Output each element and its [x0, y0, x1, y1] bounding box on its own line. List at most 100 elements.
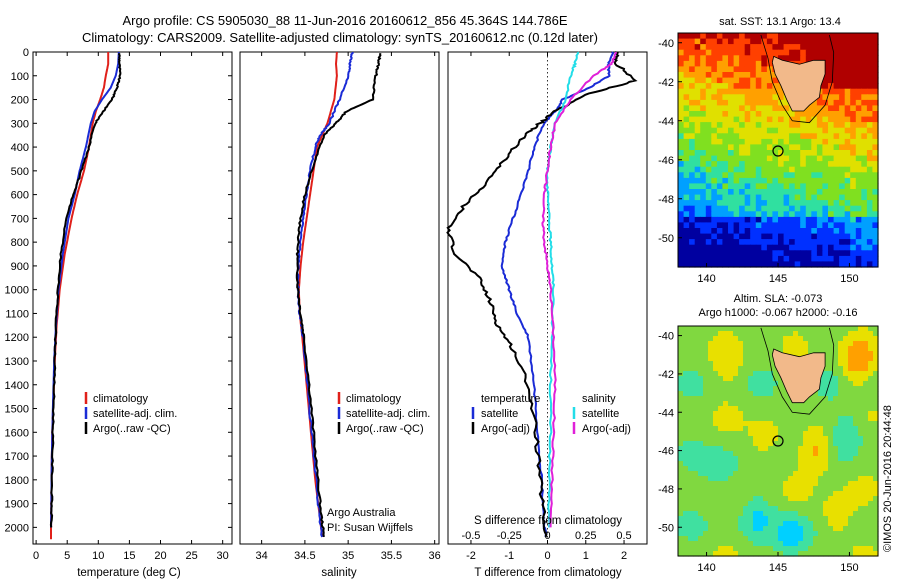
x-tick-label: -1	[504, 550, 514, 562]
sla-cell	[698, 511, 704, 517]
sla-cell	[848, 381, 854, 387]
sst-cell	[683, 88, 690, 95]
sla-cell	[798, 461, 804, 467]
sla-cell	[738, 456, 744, 462]
sla-cell	[728, 326, 734, 332]
sst-cell	[772, 177, 779, 185]
sla-cell	[863, 511, 869, 517]
sla-cell	[683, 406, 689, 412]
sla-cell	[758, 516, 764, 522]
sst-cell	[811, 150, 818, 157]
sla-cell	[713, 331, 719, 337]
sst-cell	[755, 116, 762, 123]
depth-tick-label: 1000	[5, 285, 29, 297]
sst-cell	[711, 83, 718, 90]
sla-cell	[728, 341, 734, 347]
sla-cell	[793, 456, 799, 462]
sla-cell	[858, 451, 864, 457]
sla-cell	[723, 366, 729, 372]
sla-cell	[773, 371, 779, 377]
sst-cell	[766, 105, 774, 112]
sst-cell	[872, 122, 879, 129]
sst-cell	[678, 166, 685, 173]
sst-cell	[711, 111, 718, 118]
sla-cell	[743, 326, 749, 332]
sla-cell	[848, 431, 854, 437]
sla-cell	[708, 356, 714, 362]
sla-cell	[853, 356, 859, 362]
sla-cell	[813, 461, 819, 467]
sla-cell	[853, 401, 859, 407]
sst-cell	[872, 105, 879, 112]
x-tick-label: 36	[429, 550, 441, 562]
sla-cell	[678, 411, 684, 417]
sst-cell	[822, 233, 829, 240]
sst-cell	[816, 194, 824, 201]
sst-cell	[839, 122, 846, 129]
sst-cell	[744, 55, 751, 62]
sst-cell	[794, 138, 801, 146]
sst-cell	[866, 228, 874, 235]
sst-cell	[733, 60, 740, 68]
sla-cell	[753, 511, 759, 517]
sla-cell	[868, 481, 874, 487]
sst-cell	[822, 239, 829, 246]
sst-cell	[705, 105, 712, 112]
sla-cell	[693, 336, 699, 342]
sla-cell	[733, 531, 739, 537]
sla-cell	[698, 461, 704, 467]
sst-cell	[733, 166, 740, 173]
sla-cell	[708, 516, 714, 522]
sla-cell	[728, 446, 734, 452]
sla-cell	[708, 546, 714, 552]
sst-cell	[800, 161, 807, 168]
sla-cell	[713, 351, 719, 357]
sla-cell	[808, 491, 814, 497]
sla-map-ticks: 140 145 150-40-42-44-46-48-50	[658, 331, 859, 574]
sla-cell	[858, 346, 864, 352]
sst-cell	[733, 233, 740, 240]
sla-cell	[863, 481, 869, 487]
sst-cell	[678, 33, 685, 40]
sst-cell	[839, 161, 846, 168]
sla-cell	[813, 506, 819, 512]
sla-cell	[703, 391, 709, 397]
sst-cell	[700, 183, 707, 190]
sla-cell	[698, 446, 704, 452]
sla-cell	[753, 441, 759, 447]
sla-cell	[718, 526, 724, 532]
sla-cell	[763, 386, 769, 392]
sla-cell	[743, 411, 749, 417]
sst-cell	[716, 49, 724, 56]
x-tick-label: 25	[185, 550, 197, 562]
sla-cell	[763, 421, 769, 427]
sla-cell	[858, 441, 864, 447]
sla-cell	[703, 336, 709, 342]
sla-cell	[843, 511, 849, 517]
sla-cell	[748, 421, 754, 427]
sst-cell	[733, 222, 740, 229]
sst-cell	[716, 116, 724, 123]
sla-cell	[778, 466, 784, 472]
sst-cell	[778, 233, 785, 240]
sst-cell	[694, 88, 701, 95]
sla-cell	[788, 526, 794, 532]
sst-cell	[739, 161, 746, 168]
sla-cell	[783, 441, 789, 447]
sla-cell	[838, 486, 844, 492]
sla-cell	[823, 511, 829, 517]
sst-cell	[716, 150, 724, 157]
sst-cell	[744, 183, 751, 190]
sla-cell	[703, 536, 709, 542]
sst-cell	[728, 38, 735, 45]
sst-cell	[750, 105, 757, 112]
sla-cell	[758, 331, 764, 337]
sla-cell	[693, 471, 699, 477]
sst-cell	[683, 150, 690, 157]
sla-map-cells	[678, 326, 879, 557]
sst-cell	[772, 205, 779, 212]
sla-cell	[763, 406, 769, 412]
sla-cell	[738, 521, 744, 527]
sla-cell	[798, 546, 804, 552]
sla-cell	[838, 416, 844, 422]
